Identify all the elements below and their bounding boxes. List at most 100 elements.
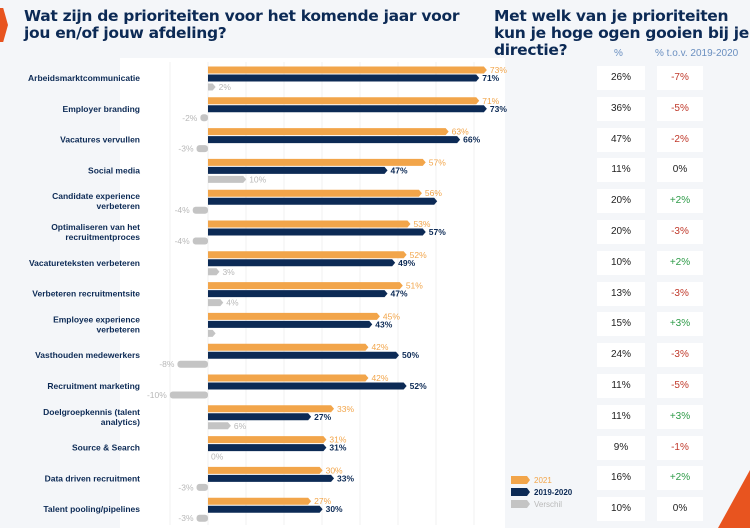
- category-label: Doelgroepkennis (talent analytics): [43, 407, 140, 427]
- bar-2019-2020: [208, 351, 399, 359]
- bar-2019-2020: [208, 413, 312, 421]
- data-label-Verschil: 3%: [222, 267, 235, 277]
- data-label-2021: 57%: [429, 157, 446, 167]
- data-label-Verschil: 0%: [211, 452, 224, 462]
- bar-2021: [208, 343, 369, 351]
- change-cell: -2%: [657, 127, 703, 152]
- data-label-2019-2020: 57%: [429, 227, 446, 237]
- legend-label: 2019-2020: [534, 488, 573, 497]
- pct-cell: 24%: [597, 343, 645, 368]
- data-label-2021: 71%: [482, 96, 499, 106]
- bar-2021: [208, 405, 335, 413]
- bar-2021: [208, 97, 480, 105]
- pct-cell: 16%: [597, 466, 645, 491]
- bar-Verschil: [192, 237, 208, 245]
- bar-Verschil: [169, 391, 208, 399]
- change-cell: -7%: [657, 66, 703, 90]
- data-label-Verschil: 6%: [234, 421, 247, 431]
- data-label-2021: 63%: [452, 127, 469, 137]
- legend-swatch: [511, 476, 530, 484]
- data-label-2021: 33%: [337, 404, 354, 414]
- data-label-2019-2020: 49%: [398, 258, 415, 268]
- bar-2019-2020: [208, 136, 461, 144]
- category-label: Optimaliseren van het recruitmentproces: [51, 222, 140, 242]
- bar-2021: [208, 66, 487, 74]
- data-label-2021: 45%: [383, 311, 400, 321]
- pct-column-header: %: [614, 48, 623, 59]
- pct-cell: 11%: [597, 374, 645, 398]
- category-label: Vacatures vervullen: [60, 135, 140, 145]
- bar-2019-2020: [207, 166, 388, 174]
- data-label-2019-2020: 30%: [326, 504, 343, 514]
- data-label-Verschil: 4%: [226, 298, 239, 308]
- data-label-Verschil: -10%: [147, 390, 167, 400]
- data-label-2019-2020: 27%: [314, 412, 331, 422]
- bar-2019-2020: [208, 505, 323, 513]
- change-cell: +2%: [657, 250, 703, 275]
- pct-cell: 20%: [597, 189, 645, 214]
- change-cell: -3%: [657, 220, 703, 244]
- pct-cell: 9%: [597, 435, 645, 460]
- bar-2021: [207, 158, 426, 166]
- category-label: Verbeteren recruitmentsite: [32, 289, 140, 299]
- legend-swatch: [511, 500, 530, 508]
- change-cell: +2%: [657, 189, 703, 214]
- data-label-Verschil: 2%: [219, 82, 232, 92]
- bar-Verschil: [208, 299, 224, 307]
- data-label-2021: 30%: [326, 465, 343, 475]
- data-label-Verschil: -8%: [159, 359, 175, 369]
- legend-swatch: [511, 488, 530, 496]
- bar-2019-2020: [208, 382, 407, 390]
- bar-2019-2020: [207, 290, 388, 298]
- data-label-2019-2020: 47%: [391, 289, 408, 299]
- bar-2021: [208, 251, 407, 259]
- bar-2021: [208, 312, 380, 320]
- bar-Verschil: [192, 206, 208, 214]
- change-cell: +3%: [657, 404, 703, 429]
- category-label: Vasthouden medewerkers: [35, 350, 140, 360]
- data-label-2021: 27%: [314, 496, 331, 506]
- change-column-header: % t.o.v. 2019-2020: [655, 48, 739, 59]
- bar-2021: [208, 282, 403, 290]
- data-label-2019-2020: 66%: [463, 135, 480, 145]
- category-label: Arbeidsmarktcommunicatie: [28, 73, 140, 83]
- change-cell: +2%: [657, 466, 703, 491]
- data-label-2021: 42%: [371, 373, 388, 383]
- bar-Verschil: [208, 422, 231, 430]
- data-label-2021: 52%: [410, 250, 427, 260]
- data-label-Verschil: -2%: [182, 113, 198, 123]
- change-cell: -3%: [657, 281, 703, 306]
- bar-Verschil: [208, 83, 216, 91]
- change-cell: 0%: [657, 497, 703, 522]
- data-label-2021: 31%: [329, 435, 346, 445]
- data-label-2019-2020: 43%: [375, 319, 392, 329]
- data-label-2019-2020: 47%: [391, 165, 408, 175]
- bar-2019-2020: [208, 474, 335, 482]
- bar-2019-2020: [208, 105, 487, 113]
- bar-2021: [208, 128, 449, 136]
- data-label-2019-2020: 31%: [329, 443, 346, 453]
- data-label-Verschil: -3%: [178, 482, 194, 492]
- pct-cell: 26%: [597, 66, 645, 90]
- data-label-2021: 73%: [490, 65, 507, 75]
- data-label-2019-2020: 33%: [337, 473, 354, 483]
- category-label: Vacatureteksten verbeteren: [29, 258, 140, 268]
- category-label: Employer branding: [63, 104, 140, 114]
- bar-Verschil: [196, 514, 208, 522]
- pct-cell: 10%: [597, 250, 645, 275]
- data-label-2021: 42%: [371, 342, 388, 352]
- bar-2021: [208, 466, 323, 474]
- bar-2019-2020: [207, 228, 426, 236]
- category-label: Candidate experience verbeteren: [52, 191, 140, 211]
- change-cell: 0%: [657, 158, 703, 183]
- pct-cell: 10%: [597, 497, 645, 522]
- pct-cell: 47%: [597, 127, 645, 152]
- category-label: Employee experience verbeteren: [53, 314, 140, 334]
- category-label: Data driven recruitment: [45, 473, 141, 483]
- bar-2019-2020: [208, 74, 480, 82]
- legend-label: Verschil: [534, 500, 562, 509]
- data-label-2021: 53%: [413, 219, 430, 229]
- pct-cell: 15%: [597, 312, 645, 337]
- bar-2021: [207, 189, 422, 197]
